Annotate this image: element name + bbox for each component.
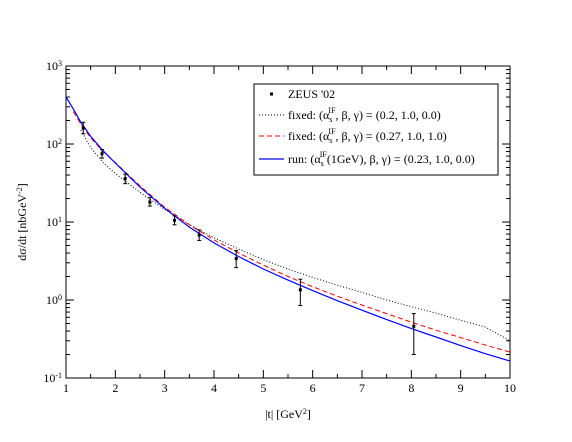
x-tick-label: 4 [211,381,217,395]
y-tick-label: 101 [46,215,62,230]
series-line-1 [80,130,511,342]
x-tick-label: 3 [162,381,168,395]
y-axis-label: dσ/dt [nbGeV-2] [15,183,30,260]
legend-label-1: fixed: (αsIF, β, γ) = (0.2, 1.0, 0.0) [288,106,441,124]
data-point [234,257,238,261]
legend-label-2: fixed: (αsIF, β, γ) = (0.27, 1.0, 1.0) [288,127,447,145]
legend-box [253,83,499,176]
x-tick-label: 10 [504,381,516,395]
y-tick-label: 102 [46,137,62,152]
legend-label-zeus: ZEUS '02 [288,87,335,101]
x-tick-label: 6 [310,381,316,395]
x-tick-label: 2 [112,381,118,395]
data-point [412,324,416,328]
x-tick-label: 5 [260,381,266,395]
data-point [100,152,104,156]
data-point [123,177,127,181]
data-point [148,200,152,204]
y-tick-label: 103 [46,59,62,74]
x-tick-label: 9 [458,381,464,395]
x-tick-label: 1 [63,381,69,395]
x-tick-label: 7 [359,381,365,395]
x-axis-label: |t| [GeV2] [265,407,311,422]
x-tick-label: 8 [408,381,414,395]
legend-label-3: run: (αsIF(1GeV), β, γ) = (0.23, 1.0, 0.… [288,150,475,168]
data-point [197,233,201,237]
data-point [298,288,302,292]
data-point [81,126,85,130]
y-tick-label: 100 [46,293,62,308]
series-line-3 [65,96,511,362]
y-tick-label: 10-1 [43,371,62,386]
data-point [173,218,177,222]
legend-marker-zeus [270,92,273,96]
